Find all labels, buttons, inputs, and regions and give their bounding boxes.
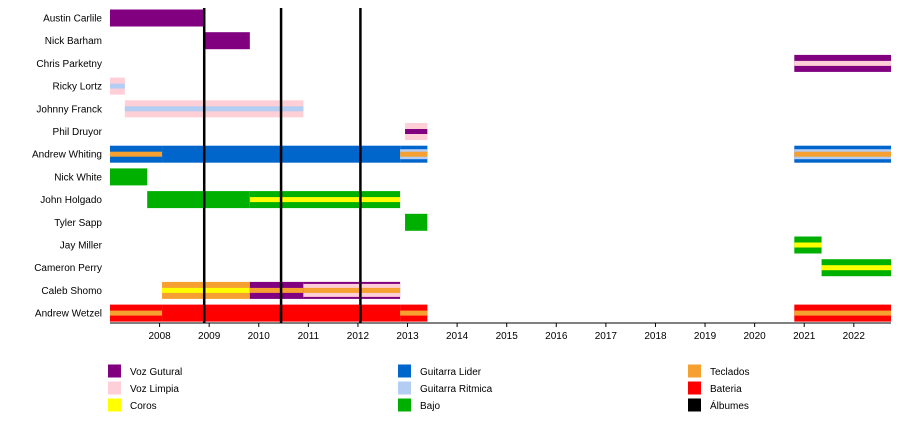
x-tick-label: 2009 — [198, 331, 221, 342]
member-bar-inner — [303, 287, 401, 293]
member-name: Johnny Franck — [36, 104, 103, 115]
legend-label: Bajo — [420, 401, 440, 412]
member-bar-inner — [124, 106, 304, 112]
x-tick-label: 2011 — [298, 331, 320, 342]
legend-swatch — [688, 398, 701, 412]
member-name: Tyler Sapp — [54, 218, 102, 229]
x-tick-label: 2015 — [496, 331, 519, 342]
legend-swatch — [688, 364, 701, 378]
member-bar — [405, 213, 428, 231]
member-bar — [204, 32, 250, 50]
x-axis: 2008 2009 2010 2011 2012 2013 2014 2015 2016 2017… — [110, 322, 891, 342]
member-bar-inner — [794, 151, 891, 157]
member-names: Austin Carlile Nick Barham Chris Parketny R… — [32, 14, 103, 320]
member-bar-inner — [110, 310, 163, 316]
member-bar-inner — [110, 83, 125, 89]
member-name: Andrew Wetzel — [35, 309, 102, 320]
x-tick-label: 2010 — [248, 331, 271, 342]
legend-swatch — [398, 364, 411, 378]
member-bar-inner — [162, 287, 250, 293]
x-tick-label: 2022 — [843, 331, 866, 342]
member-name: Austin Carlile — [43, 14, 102, 25]
member-name: Andrew Whiting — [32, 150, 102, 161]
x-tick-label: 2013 — [396, 331, 419, 342]
legend-label: Álbumes — [710, 399, 749, 412]
member-name: John Holgado — [40, 195, 102, 206]
member-bar — [147, 191, 250, 209]
x-tick-label: 2019 — [694, 331, 717, 342]
legend-label: Bateria — [710, 384, 742, 395]
legend-swatch — [108, 364, 121, 378]
legend-swatch — [108, 398, 121, 412]
member-bar-inner — [405, 129, 428, 134]
member-bar — [110, 168, 148, 186]
x-tick-label: 2016 — [545, 331, 568, 342]
member-bar-inner — [794, 60, 891, 66]
legend: Voz Gutural Voz Limpia Coros Guitarra Lider… — [108, 364, 749, 412]
member-name: Jay Miller — [60, 241, 103, 252]
legend-label: Voz Gutural — [130, 367, 182, 378]
x-tick-label: 2020 — [744, 331, 767, 342]
legend-swatch — [108, 381, 121, 395]
x-tick-label: 2018 — [644, 331, 667, 342]
legend-label: Guitarra Ritmica — [420, 384, 493, 395]
x-tick-label: 2017 — [595, 331, 618, 342]
member-name: Caleb Shomo — [41, 286, 102, 297]
member-bar-inner — [400, 310, 428, 316]
x-tick-label: 2008 — [148, 331, 171, 342]
legend-label: Guitarra Lider — [420, 367, 482, 378]
member-bar-inner — [400, 151, 428, 157]
member-bar-inner — [249, 287, 304, 293]
album-lines — [202, 8, 362, 323]
legend-swatch — [398, 398, 411, 412]
member-bar — [110, 9, 205, 27]
x-tick-label: 2021 — [793, 331, 816, 342]
member-name: Ricky Lortz — [53, 82, 102, 93]
member-bars — [110, 9, 891, 322]
member-name: Nick Barham — [45, 36, 102, 47]
x-tick-label: 2012 — [347, 331, 370, 342]
member-bar-inner — [110, 151, 163, 157]
member-name: Chris Parketny — [36, 59, 102, 70]
legend-swatch — [398, 381, 411, 395]
member-name: Phil Druyor — [53, 127, 103, 138]
legend-label: Coros — [130, 401, 157, 412]
member-bar-inner — [249, 197, 401, 203]
member-bar-inner — [794, 242, 822, 248]
member-bar-inner — [794, 310, 891, 316]
legend-swatch — [688, 381, 701, 395]
legend-label: Teclados — [710, 367, 749, 378]
x-tick-label: 2014 — [446, 331, 469, 342]
legend-label: Voz Limpia — [130, 384, 179, 395]
member-name: Cameron Perry — [34, 263, 102, 274]
member-name: Nick White — [54, 172, 102, 183]
member-bar-inner — [821, 265, 891, 271]
